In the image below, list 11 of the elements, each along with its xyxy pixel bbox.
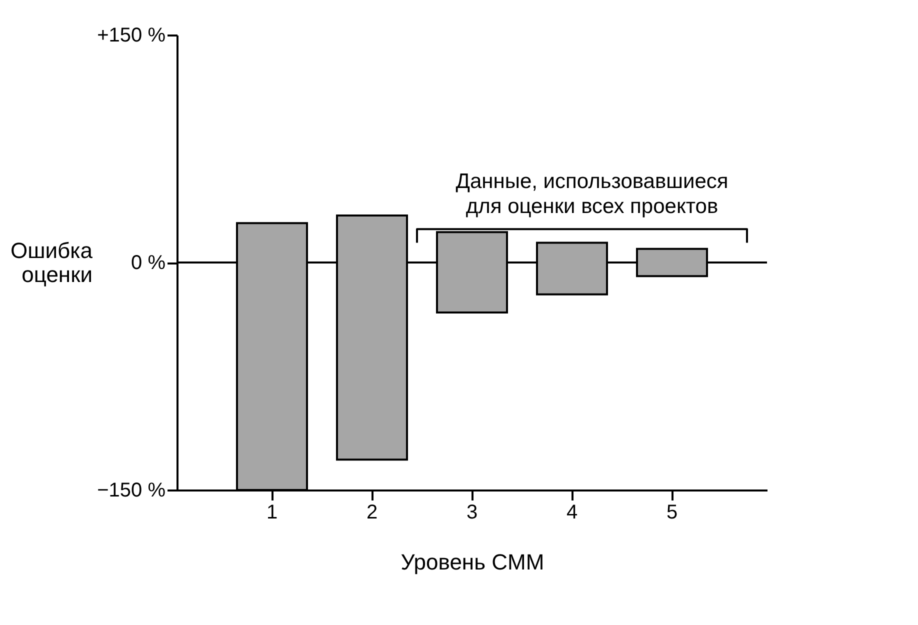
- x-tick-label: 1: [266, 502, 278, 524]
- x-tick-label: 4: [566, 502, 578, 524]
- annotation: Данные, использовавшиеся для оценки всех проектов: [456, 170, 728, 218]
- y-tick-label: 0 %: [131, 252, 166, 274]
- x-tick-label: 2: [366, 502, 378, 524]
- x-tick-label: 3: [466, 502, 478, 524]
- y-tick-label: −150 %: [97, 480, 166, 502]
- y-tick-label: +150 %: [97, 24, 166, 46]
- y-axis-title: Ошибка оценки: [10, 238, 94, 287]
- x-tick-label: 5: [666, 502, 678, 524]
- x-axis-title: Уровень CMM: [400, 550, 544, 574]
